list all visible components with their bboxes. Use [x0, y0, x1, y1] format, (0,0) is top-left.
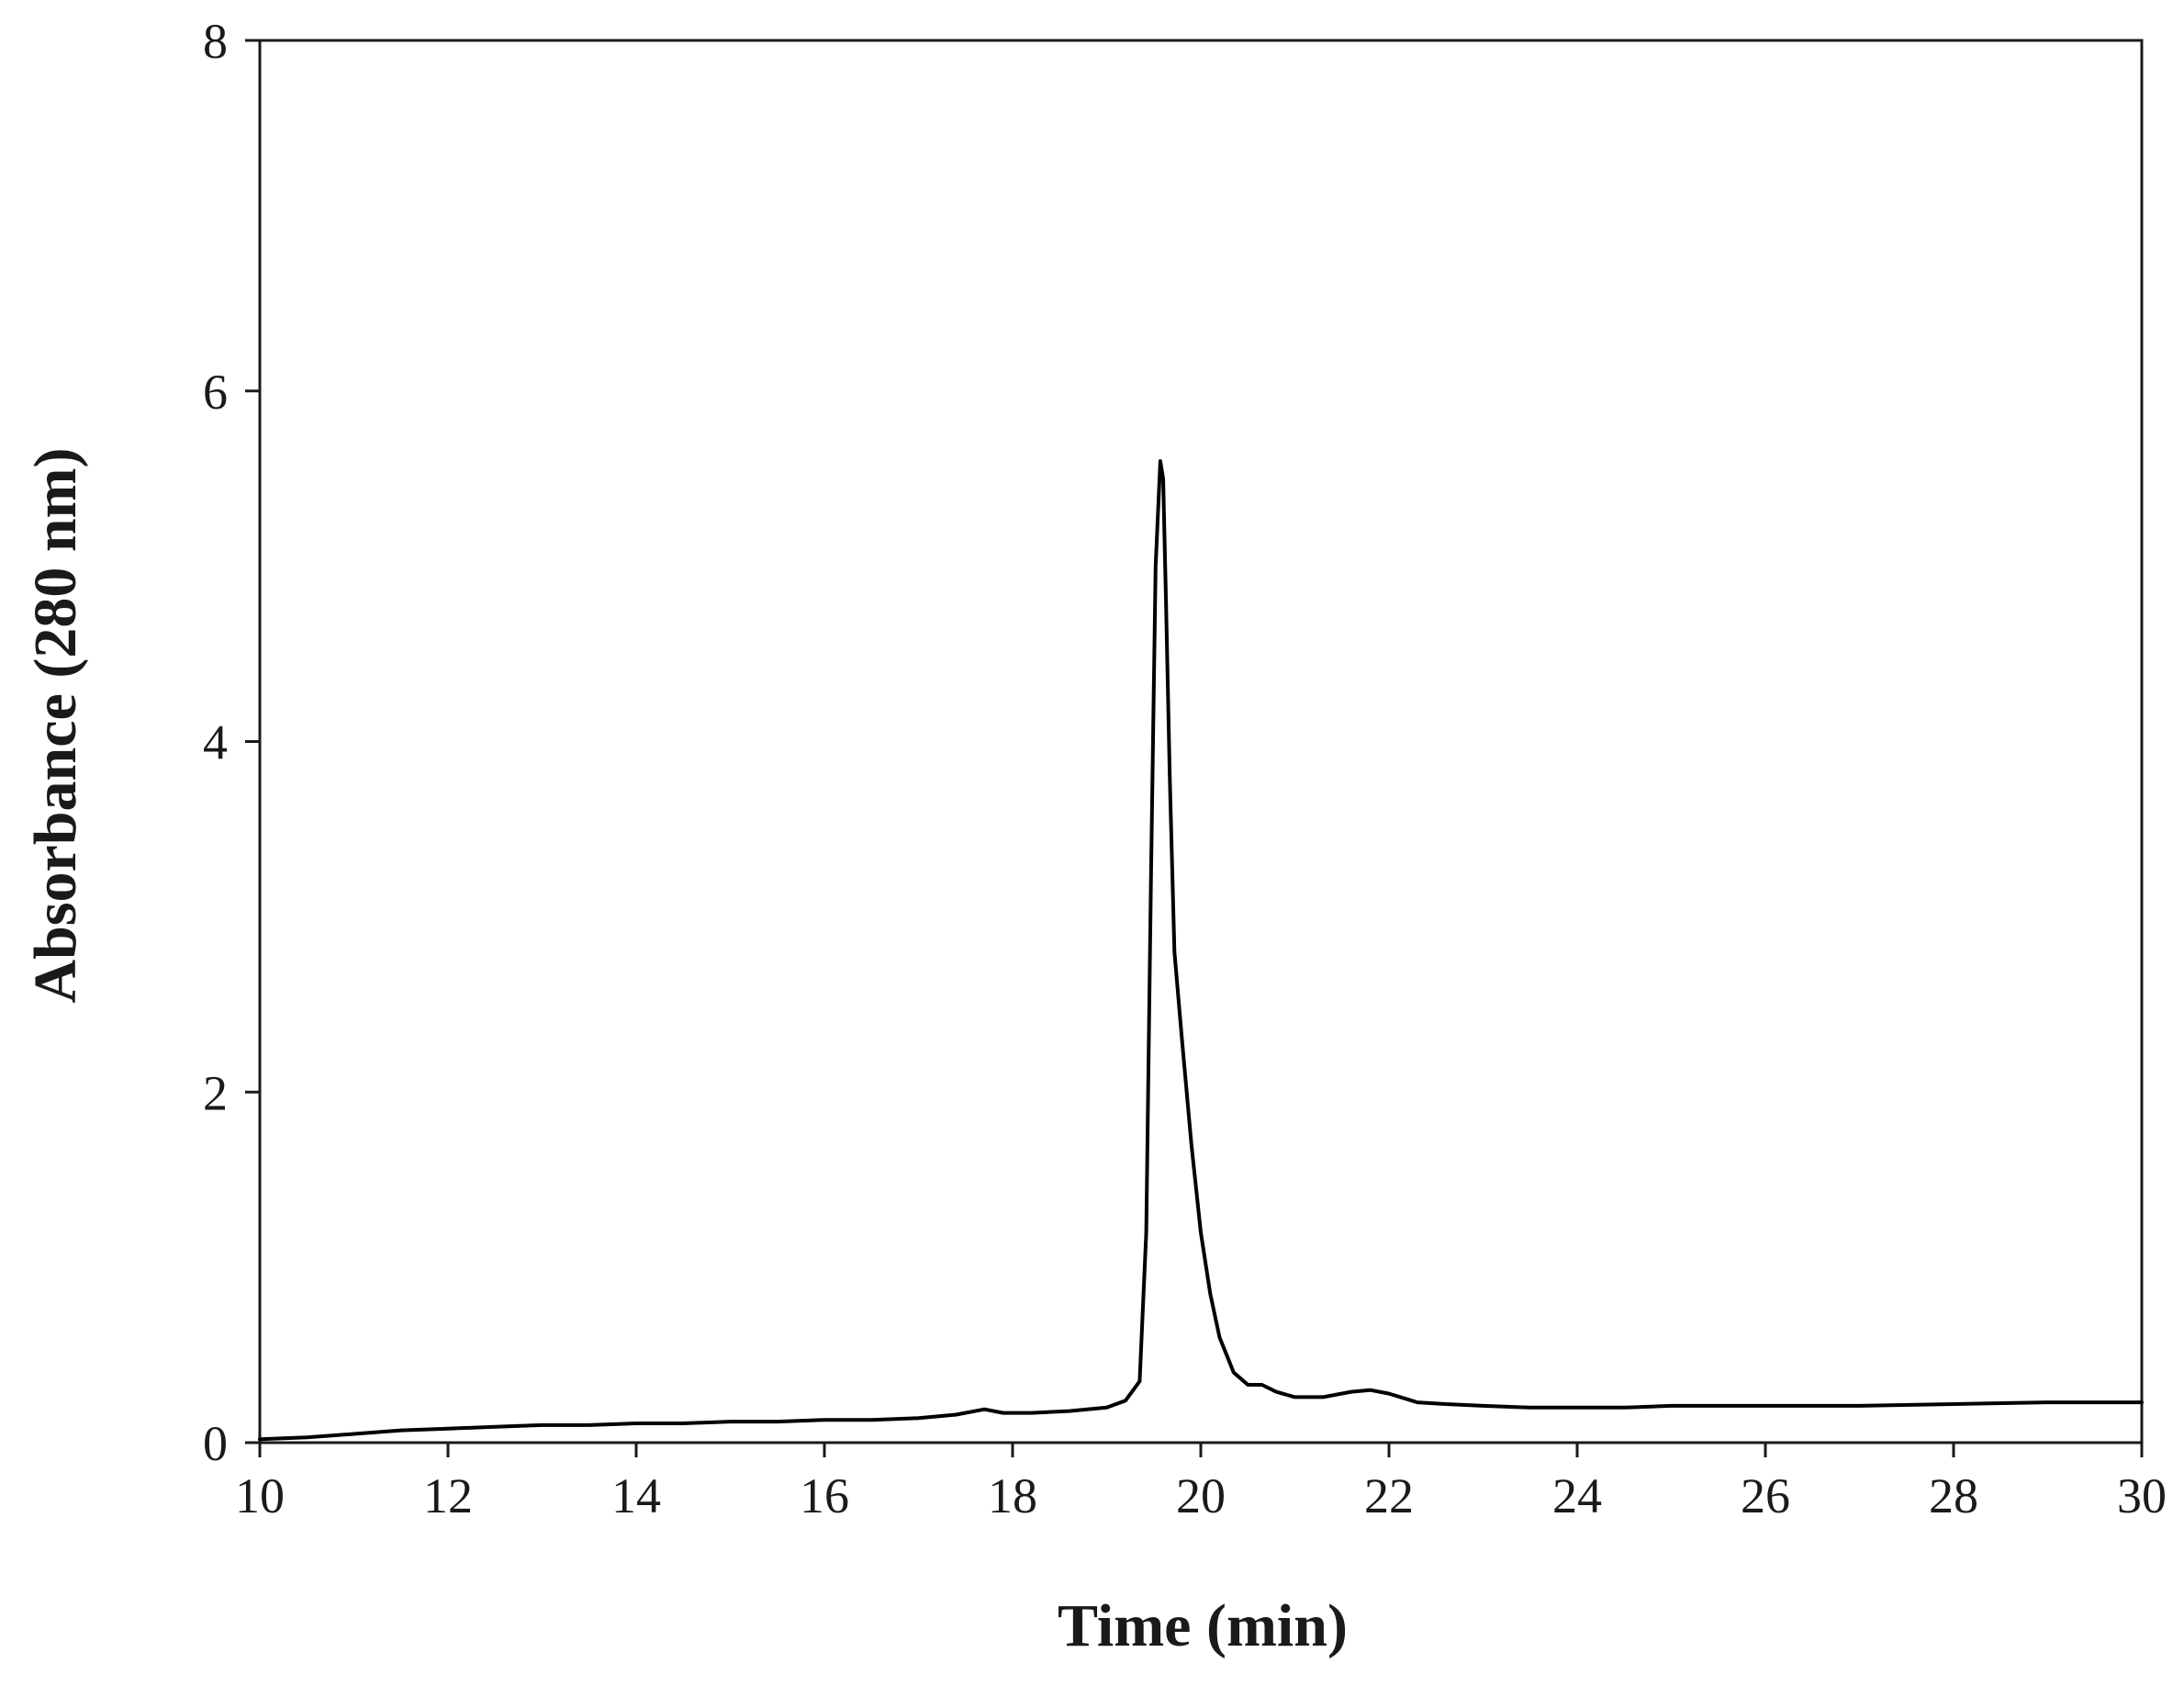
y-tick-label: 0 [203, 1416, 228, 1471]
absorbance-series-line [258, 459, 2144, 1442]
x-tick-label: 10 [235, 1468, 285, 1523]
x-axis-title: Time (min) [1058, 1592, 1348, 1659]
x-tick-label: 28 [1929, 1468, 1978, 1523]
x-tick-label: 24 [1552, 1468, 1602, 1523]
x-tick-label: 12 [423, 1468, 473, 1523]
x-tick-label: 14 [611, 1468, 661, 1523]
x-tick-label: 16 [800, 1468, 849, 1523]
y-axis-title: Absorbance (280 nm) [22, 448, 89, 1004]
y-tick-label: 4 [203, 715, 228, 770]
x-tick-label: 20 [1176, 1468, 1226, 1523]
x-tick-label: 30 [2117, 1468, 2167, 1523]
y-tick-label: 8 [203, 14, 228, 69]
x-tick-label: 22 [1364, 1468, 1414, 1523]
y-tick-label: 2 [203, 1065, 228, 1120]
y-tick-label: 6 [203, 365, 228, 420]
x-tick-label: 26 [1741, 1468, 1790, 1523]
x-tick-label: 18 [988, 1468, 1037, 1523]
